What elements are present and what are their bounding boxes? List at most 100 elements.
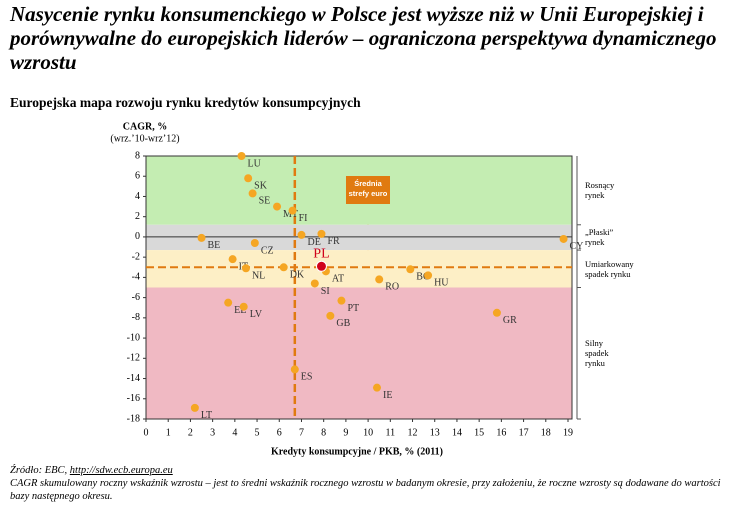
point [315, 260, 327, 272]
band [146, 287, 572, 419]
point-label: CY [570, 241, 584, 252]
point-label: DE [307, 237, 320, 248]
point-label: SI [321, 286, 330, 297]
point [228, 255, 237, 264]
x-tick-label: 11 [385, 427, 395, 438]
plot-frame [145, 155, 573, 420]
point-label: SK [254, 181, 268, 192]
point [197, 233, 206, 242]
footer: Źródło: EBC, http://sdw.ecb.europa.eu CAG… [10, 464, 730, 503]
x-tick-label: 0 [144, 427, 149, 438]
point-label: AT [332, 274, 344, 285]
point [239, 302, 248, 311]
y-label: CAGR, % [123, 121, 167, 132]
point-label: FI [299, 213, 308, 224]
band-label: Umiarkowany spadek rynku [585, 258, 634, 279]
point-label: ES [301, 372, 313, 383]
point [297, 230, 306, 239]
point [310, 279, 319, 288]
link[interactable]: http://sdw.ecb.europa.eu [69, 465, 173, 476]
y-tick-label: -2 [132, 251, 140, 262]
point-label: LU [248, 158, 262, 169]
band [146, 224, 572, 251]
point [279, 263, 288, 272]
subtitle: Europejska mapa rozwoju rynku kredytów k… [10, 95, 361, 110]
point-label: MT [283, 209, 298, 220]
y-tick-label: 0 [135, 231, 140, 242]
point-label: HU [434, 278, 449, 289]
band-label: Silny spadek rynku [585, 338, 609, 369]
x-tick-label: 3 [210, 427, 215, 438]
point [290, 365, 299, 374]
point [492, 308, 501, 317]
point-label: NL [252, 271, 265, 282]
point [375, 275, 384, 284]
y-tick-label: 4 [135, 191, 140, 202]
point [250, 238, 259, 247]
x-label: Kredyty konsumpcyjne / PKB, % (2011) [271, 446, 443, 457]
y-tick-label: -18 [127, 413, 140, 424]
x-tick-label: 1 [166, 427, 171, 438]
y-tick-label: 6 [135, 171, 140, 182]
point [317, 229, 326, 238]
point-label: LT [201, 410, 212, 421]
point [244, 174, 253, 183]
y-tick-label: 2 [135, 211, 140, 222]
point [288, 206, 297, 215]
x-tick-label: 19 [563, 427, 573, 438]
point [406, 265, 415, 274]
x-tick-label: 8 [321, 427, 326, 438]
x-tick-label: 12 [408, 427, 418, 438]
point [424, 271, 433, 280]
x-tick-label: 9 [343, 427, 348, 438]
band [146, 250, 572, 288]
point [237, 152, 246, 160]
point [326, 311, 335, 320]
y-tick-label: -10 [127, 332, 140, 343]
point-label: IE [383, 390, 392, 401]
y-tick-label: -4 [132, 272, 140, 283]
x-tick-label: 17 [519, 427, 529, 438]
point-label: GR [503, 315, 517, 326]
x-tick-label: 15 [474, 427, 484, 438]
point-label: PT [347, 303, 359, 314]
point-label: BG [416, 272, 430, 283]
point-label: EE [234, 305, 246, 316]
point-label: BE [208, 240, 221, 251]
band-label: Rosnący rynek [585, 180, 615, 201]
point-label: LV [250, 309, 263, 320]
y-tick-label: 8 [135, 150, 140, 161]
y-tick-label: -12 [127, 353, 140, 364]
y-tick-label: -14 [127, 373, 140, 384]
point [273, 202, 282, 211]
point-label: GB [336, 318, 350, 329]
point-label: CZ [261, 245, 274, 256]
point-label: RO [385, 282, 399, 293]
point-label: SE [259, 196, 271, 207]
y-label-sub: (wrz.’10-wrz’12) [110, 133, 179, 144]
x-tick-label: 10 [363, 427, 373, 438]
x-tick-label: 18 [541, 427, 551, 438]
note: CAGR skumulowany roczny wskaźnik wzrostu… [10, 478, 721, 502]
y-tick-label: -16 [127, 393, 140, 404]
x-tick-label: 2 [188, 427, 193, 438]
point [372, 383, 381, 392]
x-tick-label: 16 [496, 427, 506, 438]
y-tick-label: -6 [132, 292, 140, 303]
band-label: „Płaski” rynek [585, 227, 614, 248]
source: Źródło: EBC, [10, 465, 70, 476]
x-tick-label: 6 [277, 427, 282, 438]
point-label: DK [290, 270, 305, 281]
point [241, 264, 250, 273]
point-label: PL [313, 246, 329, 261]
x-tick-label: 13 [430, 427, 440, 438]
annotation: Średnia strefy euro [346, 176, 390, 204]
point [337, 296, 346, 305]
point [224, 298, 233, 307]
x-tick-label: 5 [255, 427, 260, 438]
x-tick-label: 4 [232, 427, 237, 438]
x-tick-label: 7 [299, 427, 304, 438]
title: Nasycenie rynku konsumenckiego w Polsce … [10, 2, 717, 74]
